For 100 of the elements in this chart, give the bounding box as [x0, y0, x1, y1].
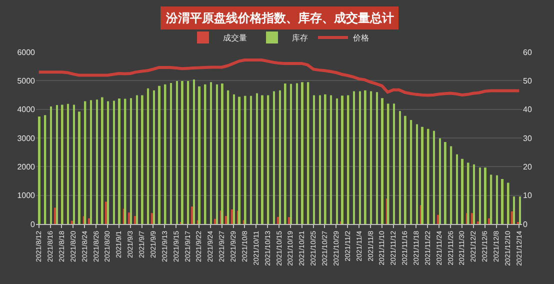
bar: [193, 80, 195, 224]
bar: [221, 84, 224, 224]
bar: [450, 146, 452, 224]
bar: [330, 95, 332, 224]
bar: [501, 178, 504, 224]
bar: [273, 91, 275, 224]
bar: [433, 130, 435, 224]
bar: [307, 82, 310, 224]
bar: [404, 116, 406, 224]
bar: [187, 80, 190, 224]
bar: [130, 98, 132, 224]
bar: [444, 142, 446, 224]
bar: [216, 84, 218, 224]
bar: [467, 162, 470, 224]
bar: [399, 111, 401, 224]
bar: [101, 97, 104, 224]
bar: [78, 112, 80, 224]
bar: [341, 96, 344, 224]
bar: [210, 82, 212, 224]
bar: [261, 95, 264, 224]
bar: [507, 182, 510, 224]
bar: [44, 115, 46, 224]
bar: [387, 104, 390, 224]
bar: [54, 208, 56, 224]
bar: [67, 104, 70, 224]
bar: [107, 101, 110, 224]
bar: [198, 86, 201, 224]
bar: [473, 164, 475, 224]
bar: [456, 154, 458, 224]
y-tick-label: 1000: [17, 191, 36, 200]
bar: [96, 100, 98, 224]
bar: [410, 120, 412, 224]
legend-label: 价格: [352, 34, 369, 43]
bar: [279, 90, 281, 224]
y-tick-label: 0: [30, 220, 36, 229]
bar: [244, 96, 246, 224]
y-tick-label: 5000: [17, 76, 36, 86]
legend-label: 库存: [292, 34, 308, 43]
bar: [134, 216, 136, 224]
y2-tick-label: 40: [523, 105, 532, 114]
bar: [353, 91, 355, 224]
bar: [484, 168, 486, 224]
bar: [439, 138, 441, 224]
bar: [479, 168, 481, 224]
y-tick-label: 4000: [17, 105, 36, 114]
bar: [519, 196, 521, 224]
bar: [364, 90, 366, 224]
bar: [313, 95, 315, 224]
y2-tick-label: 10: [523, 191, 532, 200]
bar: [284, 84, 286, 224]
bar: [164, 84, 166, 224]
bar: [370, 91, 372, 224]
bar: [336, 98, 338, 224]
y2-tick-label: 30: [523, 134, 532, 143]
bar: [277, 216, 279, 224]
legend-label: 成交量: [223, 34, 247, 43]
bar: [324, 94, 326, 224]
bar: [461, 158, 464, 224]
bar: [147, 88, 150, 224]
y2-tick-label: 0: [523, 220, 528, 229]
bar: [158, 86, 160, 224]
y-tick-label: 6000: [17, 48, 36, 57]
bar: [359, 91, 361, 224]
bar: [124, 98, 126, 224]
bar: [256, 93, 258, 224]
bar: [250, 96, 252, 224]
bar: [496, 175, 498, 224]
bar: [347, 95, 350, 224]
bar: [118, 98, 120, 224]
bar: [490, 174, 492, 224]
bar: [477, 221, 480, 224]
bar: [151, 213, 154, 224]
y2-tick-label: 50: [523, 76, 532, 86]
bar: [73, 104, 75, 224]
bar: [113, 100, 115, 224]
bar: [56, 105, 58, 224]
line-series: [37, 58, 521, 97]
bar: [393, 104, 395, 224]
bar: [50, 106, 52, 224]
bar: [513, 196, 515, 224]
bar: [61, 104, 64, 224]
y2-tick-label: 20: [523, 162, 532, 172]
bar: [181, 80, 184, 224]
bar: [381, 98, 384, 224]
bar: [170, 82, 172, 224]
bar: [296, 83, 298, 224]
y2-tick-label: 60: [523, 48, 532, 57]
bar: [90, 100, 92, 224]
bar: [176, 80, 178, 224]
bar: [84, 101, 86, 224]
bar: [38, 116, 40, 224]
bar: [238, 96, 241, 224]
bar: [421, 126, 424, 224]
bar: [153, 90, 155, 224]
bar: [227, 90, 230, 224]
bar: [233, 94, 235, 224]
y-tick-label: 2000: [17, 162, 36, 172]
y-tick-label: 3000: [17, 134, 36, 143]
bar: [267, 95, 270, 224]
bar: [416, 124, 418, 224]
